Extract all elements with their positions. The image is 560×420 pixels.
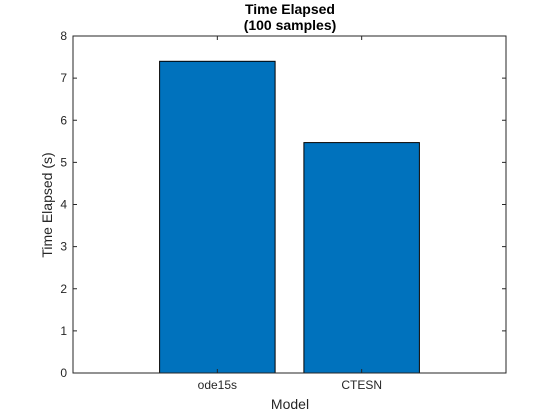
bar-ctesn bbox=[303, 142, 420, 374]
x-tick-label: CTESN bbox=[341, 378, 382, 392]
bar-ode15s bbox=[159, 60, 276, 374]
plot-area bbox=[73, 36, 506, 373]
y-tick-label: 5 bbox=[60, 155, 67, 169]
y-tick-label: 2 bbox=[60, 282, 67, 296]
y-axis-label: Time Elapsed (s) bbox=[39, 152, 55, 257]
x-axis-label: Model bbox=[271, 396, 309, 412]
y-tick-label: 7 bbox=[60, 71, 67, 85]
y-tick-label: 8 bbox=[60, 29, 67, 43]
y-axis-ticks: 0 1 2 3 4 5 6 7 8 bbox=[60, 29, 506, 380]
y-tick-label: 4 bbox=[60, 198, 67, 212]
axes-box bbox=[72, 35, 507, 374]
y-tick-label: 3 bbox=[60, 240, 67, 254]
y-tick-label: 0 bbox=[60, 366, 67, 380]
x-tick-label: ode15s bbox=[198, 378, 237, 392]
chart-title-line-2: (100 samples) bbox=[244, 17, 337, 33]
y-tick-label: 6 bbox=[60, 113, 67, 127]
bars-group bbox=[159, 60, 420, 374]
chart-title-line-1: Time Elapsed bbox=[245, 1, 335, 17]
x-axis-ticks: ode15s CTESN bbox=[198, 36, 382, 392]
y-tick-label: 1 bbox=[60, 324, 67, 338]
